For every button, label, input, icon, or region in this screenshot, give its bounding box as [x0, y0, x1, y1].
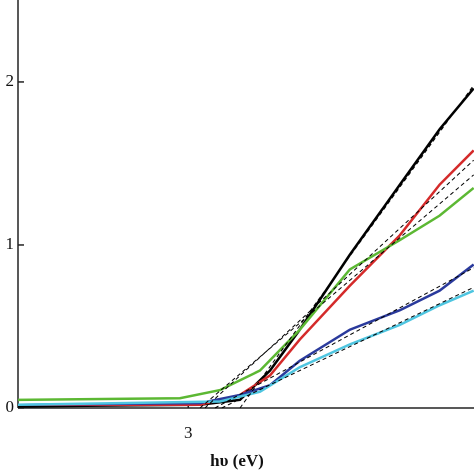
data-line	[17, 263, 474, 406]
tangent-line	[199, 174, 474, 409]
x-axis-label: hυ (eV)	[210, 451, 264, 470]
data-line	[18, 149, 474, 406]
tangent-line	[214, 267, 474, 409]
tangent-line	[239, 84, 474, 409]
tangent-line	[204, 159, 474, 409]
y-tick-label: 1	[6, 234, 15, 253]
y-tick-label: 2	[6, 71, 15, 90]
tangent-line	[221, 286, 474, 409]
data-line	[17, 87, 474, 408]
data-line	[17, 289, 474, 406]
y-tick-label: 0	[6, 397, 15, 416]
x-tick-label: 3	[184, 423, 193, 442]
data-line	[17, 186, 474, 402]
